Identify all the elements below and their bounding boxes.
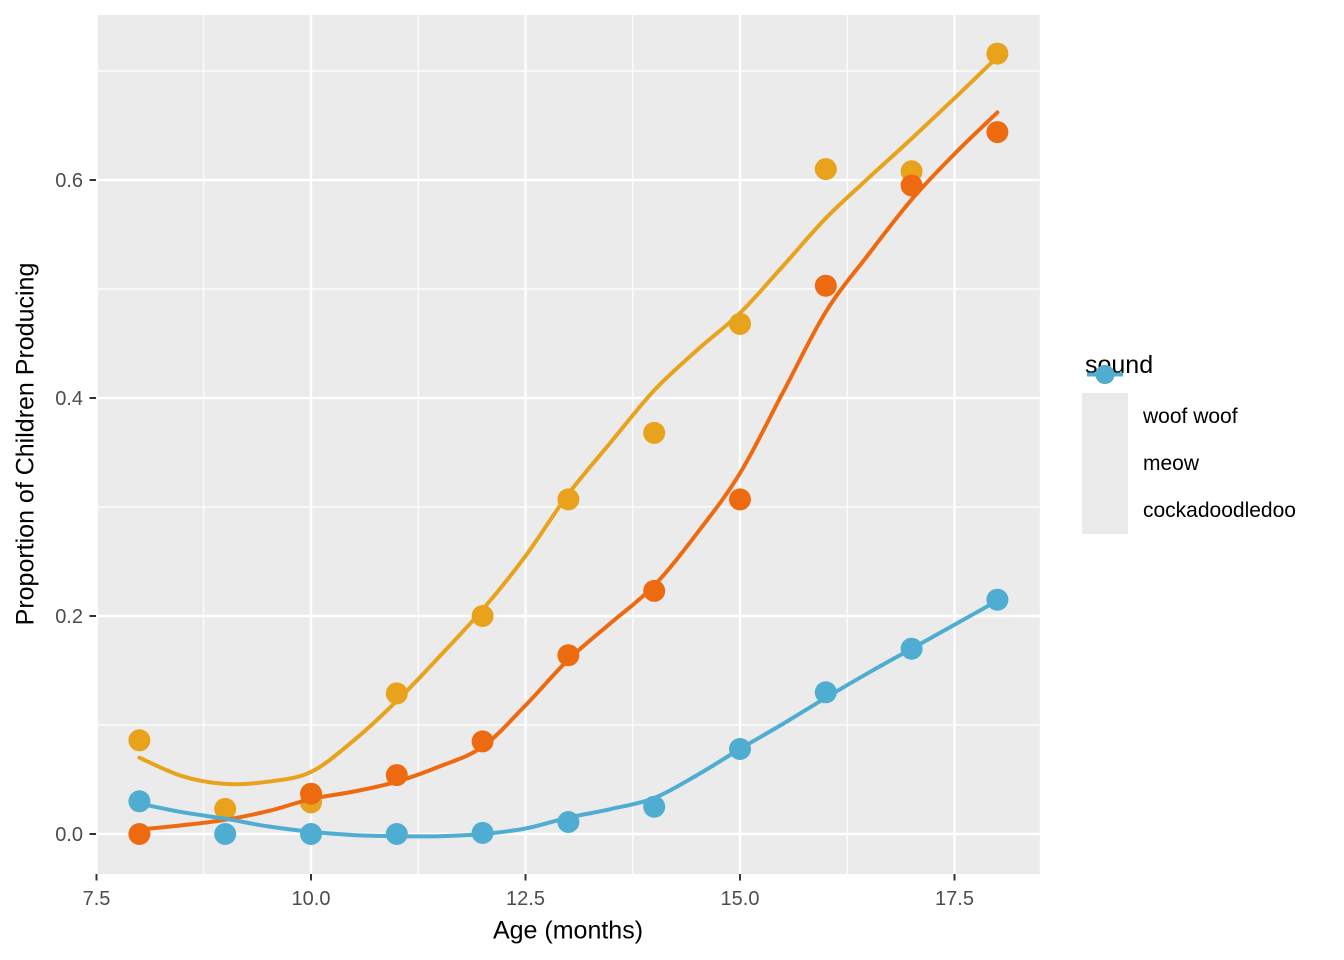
y-axis-title: Proportion of Children Producing	[11, 262, 40, 626]
data-point-woof-woof	[128, 729, 151, 752]
y-tick-label: 0.4	[55, 388, 83, 410]
legend-entry-meow: meow	[1082, 365, 1296, 487]
data-point-woof-woof	[471, 605, 494, 627]
x-tick-label: 7.5	[83, 888, 111, 910]
legend-entry-label: cockadoodledoo	[1143, 498, 1296, 522]
data-point-woof-woof	[214, 797, 237, 820]
legend-key-swatch	[1082, 365, 1128, 440]
smooth-line-woof-woof	[137, 54, 1000, 787]
smooth-line-meow	[137, 110, 1000, 832]
x-axis-title: Age (months)	[492, 916, 644, 945]
data-point-cockadoodledoo	[128, 790, 151, 813]
legend-entry-woof-woof: woof woof	[1082, 365, 1296, 440]
data-point-woof-woof	[385, 682, 408, 705]
data-point-woof-woof	[986, 42, 1009, 65]
y-tick-label: 0.2	[55, 606, 83, 628]
x-tick-label: 17.5	[935, 888, 974, 910]
y-tick-label: 0.0	[55, 824, 83, 846]
x-tick-label: 12.5	[506, 888, 545, 910]
legend-key-swatch	[1082, 365, 1128, 534]
data-point-cockadoodledoo	[214, 823, 237, 845]
data-point-woof-woof	[814, 158, 837, 181]
smooth-line-cockadoodledoo	[137, 598, 1000, 839]
data-point-meow	[471, 730, 494, 753]
data-point-cockadoodledoo	[814, 681, 837, 704]
data-point-meow	[557, 644, 580, 667]
legend-entry-label: meow	[1143, 451, 1200, 475]
panel-content	[96, 15, 1040, 874]
legend-entry-label: woof woof	[1143, 404, 1238, 428]
legend-key-swatch	[1082, 365, 1128, 487]
y-tick-label: 0.6	[55, 170, 83, 192]
data-point-meow	[729, 488, 751, 511]
data-point-meow	[986, 121, 1009, 144]
legend-key-glyph	[1087, 365, 1123, 384]
data-point-woof-woof	[643, 421, 666, 444]
legend-entries: woof woof meow cockadoodledoo	[1082, 365, 1296, 534]
legend: sound woof woof meow cockadoodledoo	[1082, 351, 1296, 534]
data-point-meow	[643, 579, 666, 602]
data-point-woof-woof	[729, 312, 751, 335]
legend-entry-cockadoodledoo: cockadoodledoo	[1082, 365, 1296, 534]
data-point-meow	[814, 274, 837, 297]
plot-panel	[96, 15, 1040, 874]
x-tick-label: 10.0	[292, 888, 331, 910]
data-point-cockadoodledoo	[300, 823, 322, 845]
data-point-meow	[128, 823, 151, 845]
data-point-cockadoodledoo	[385, 823, 408, 845]
x-tick-label: 15.0	[721, 888, 760, 910]
